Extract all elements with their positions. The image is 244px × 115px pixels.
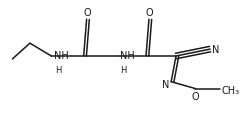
Text: O: O: [146, 8, 153, 18]
Text: NH: NH: [120, 51, 134, 60]
Text: O: O: [192, 91, 199, 101]
Text: NH: NH: [54, 51, 69, 60]
Text: H: H: [55, 65, 61, 74]
Text: N: N: [212, 45, 219, 55]
Text: N: N: [162, 79, 169, 89]
Text: CH₃: CH₃: [222, 85, 240, 95]
Text: H: H: [120, 65, 127, 74]
Text: O: O: [83, 8, 91, 18]
